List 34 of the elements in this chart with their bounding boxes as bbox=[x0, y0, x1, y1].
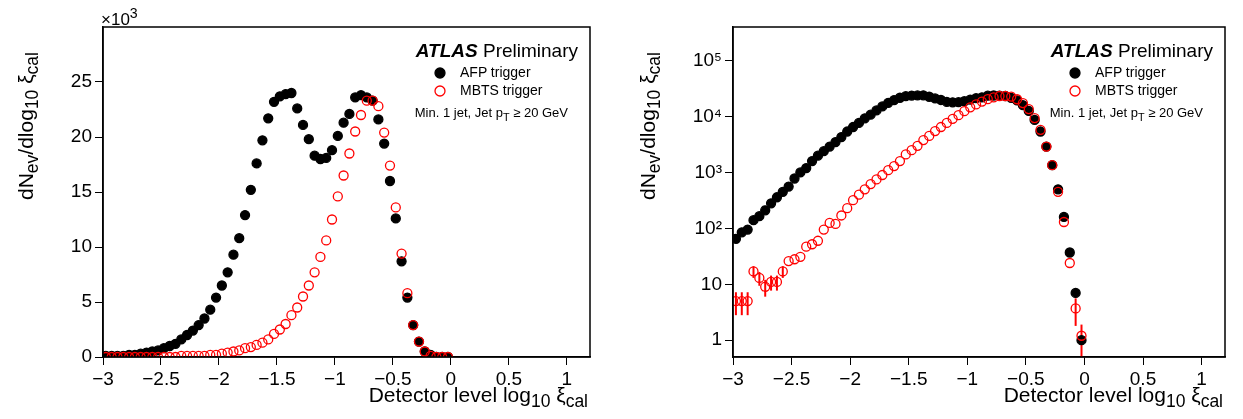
x-tick-label: −0.5 bbox=[374, 367, 412, 389]
legend-label: AFP trigger bbox=[460, 63, 531, 80]
annotation: ATLAS Preliminary bbox=[1050, 40, 1213, 61]
y-tick-label: 15 bbox=[70, 180, 92, 202]
x-tick-label: −1.5 bbox=[889, 367, 928, 389]
annotation: ATLAS Preliminary bbox=[415, 40, 578, 61]
x-tick-label: −2 bbox=[839, 367, 861, 389]
x-tick-label: −1 bbox=[324, 367, 346, 389]
x-tick-label: −3 bbox=[722, 367, 744, 389]
legend-label: MBTS trigger bbox=[1095, 81, 1178, 98]
y-tick-label: 10 bbox=[700, 272, 722, 294]
y-tick-label: 10² bbox=[694, 216, 722, 238]
y-tick-label: 10³ bbox=[694, 160, 722, 182]
y-tick-label: 1 bbox=[711, 328, 722, 350]
x-tick-label: 0 bbox=[1079, 367, 1090, 389]
x-tick-label: −2 bbox=[208, 367, 230, 389]
y-tick-label: 10⁴ bbox=[692, 104, 722, 126]
x-tick-label: −2.5 bbox=[772, 367, 811, 389]
x-tick-label: −0.5 bbox=[1007, 367, 1045, 389]
legend-label: AFP trigger bbox=[1095, 63, 1166, 80]
y-tick-label: 10 bbox=[70, 235, 92, 257]
annotation: ×10$^{3}$ bbox=[101, 5, 138, 29]
y-tick-label: 25 bbox=[70, 70, 92, 92]
y-tick-label: 0 bbox=[81, 345, 92, 367]
y-tick-label: 10⁵ bbox=[692, 48, 722, 70]
y-tick-label: 5 bbox=[81, 290, 92, 312]
x-tick-label: −1 bbox=[956, 367, 979, 389]
x-tick-label: −2.5 bbox=[142, 367, 180, 389]
x-tick-label: −3 bbox=[92, 367, 114, 389]
annotation: Min. 1 jet, Jet p$_{T}$ ≥ 20 GeV bbox=[1049, 105, 1203, 123]
legend-label: MBTS trigger bbox=[460, 81, 543, 98]
x-tick-label: −1.5 bbox=[258, 367, 296, 389]
y-tick-label: 20 bbox=[70, 125, 92, 147]
annotation: Min. 1 jet, Jet p$_{T}$ ≥ 20 GeV bbox=[414, 105, 568, 123]
